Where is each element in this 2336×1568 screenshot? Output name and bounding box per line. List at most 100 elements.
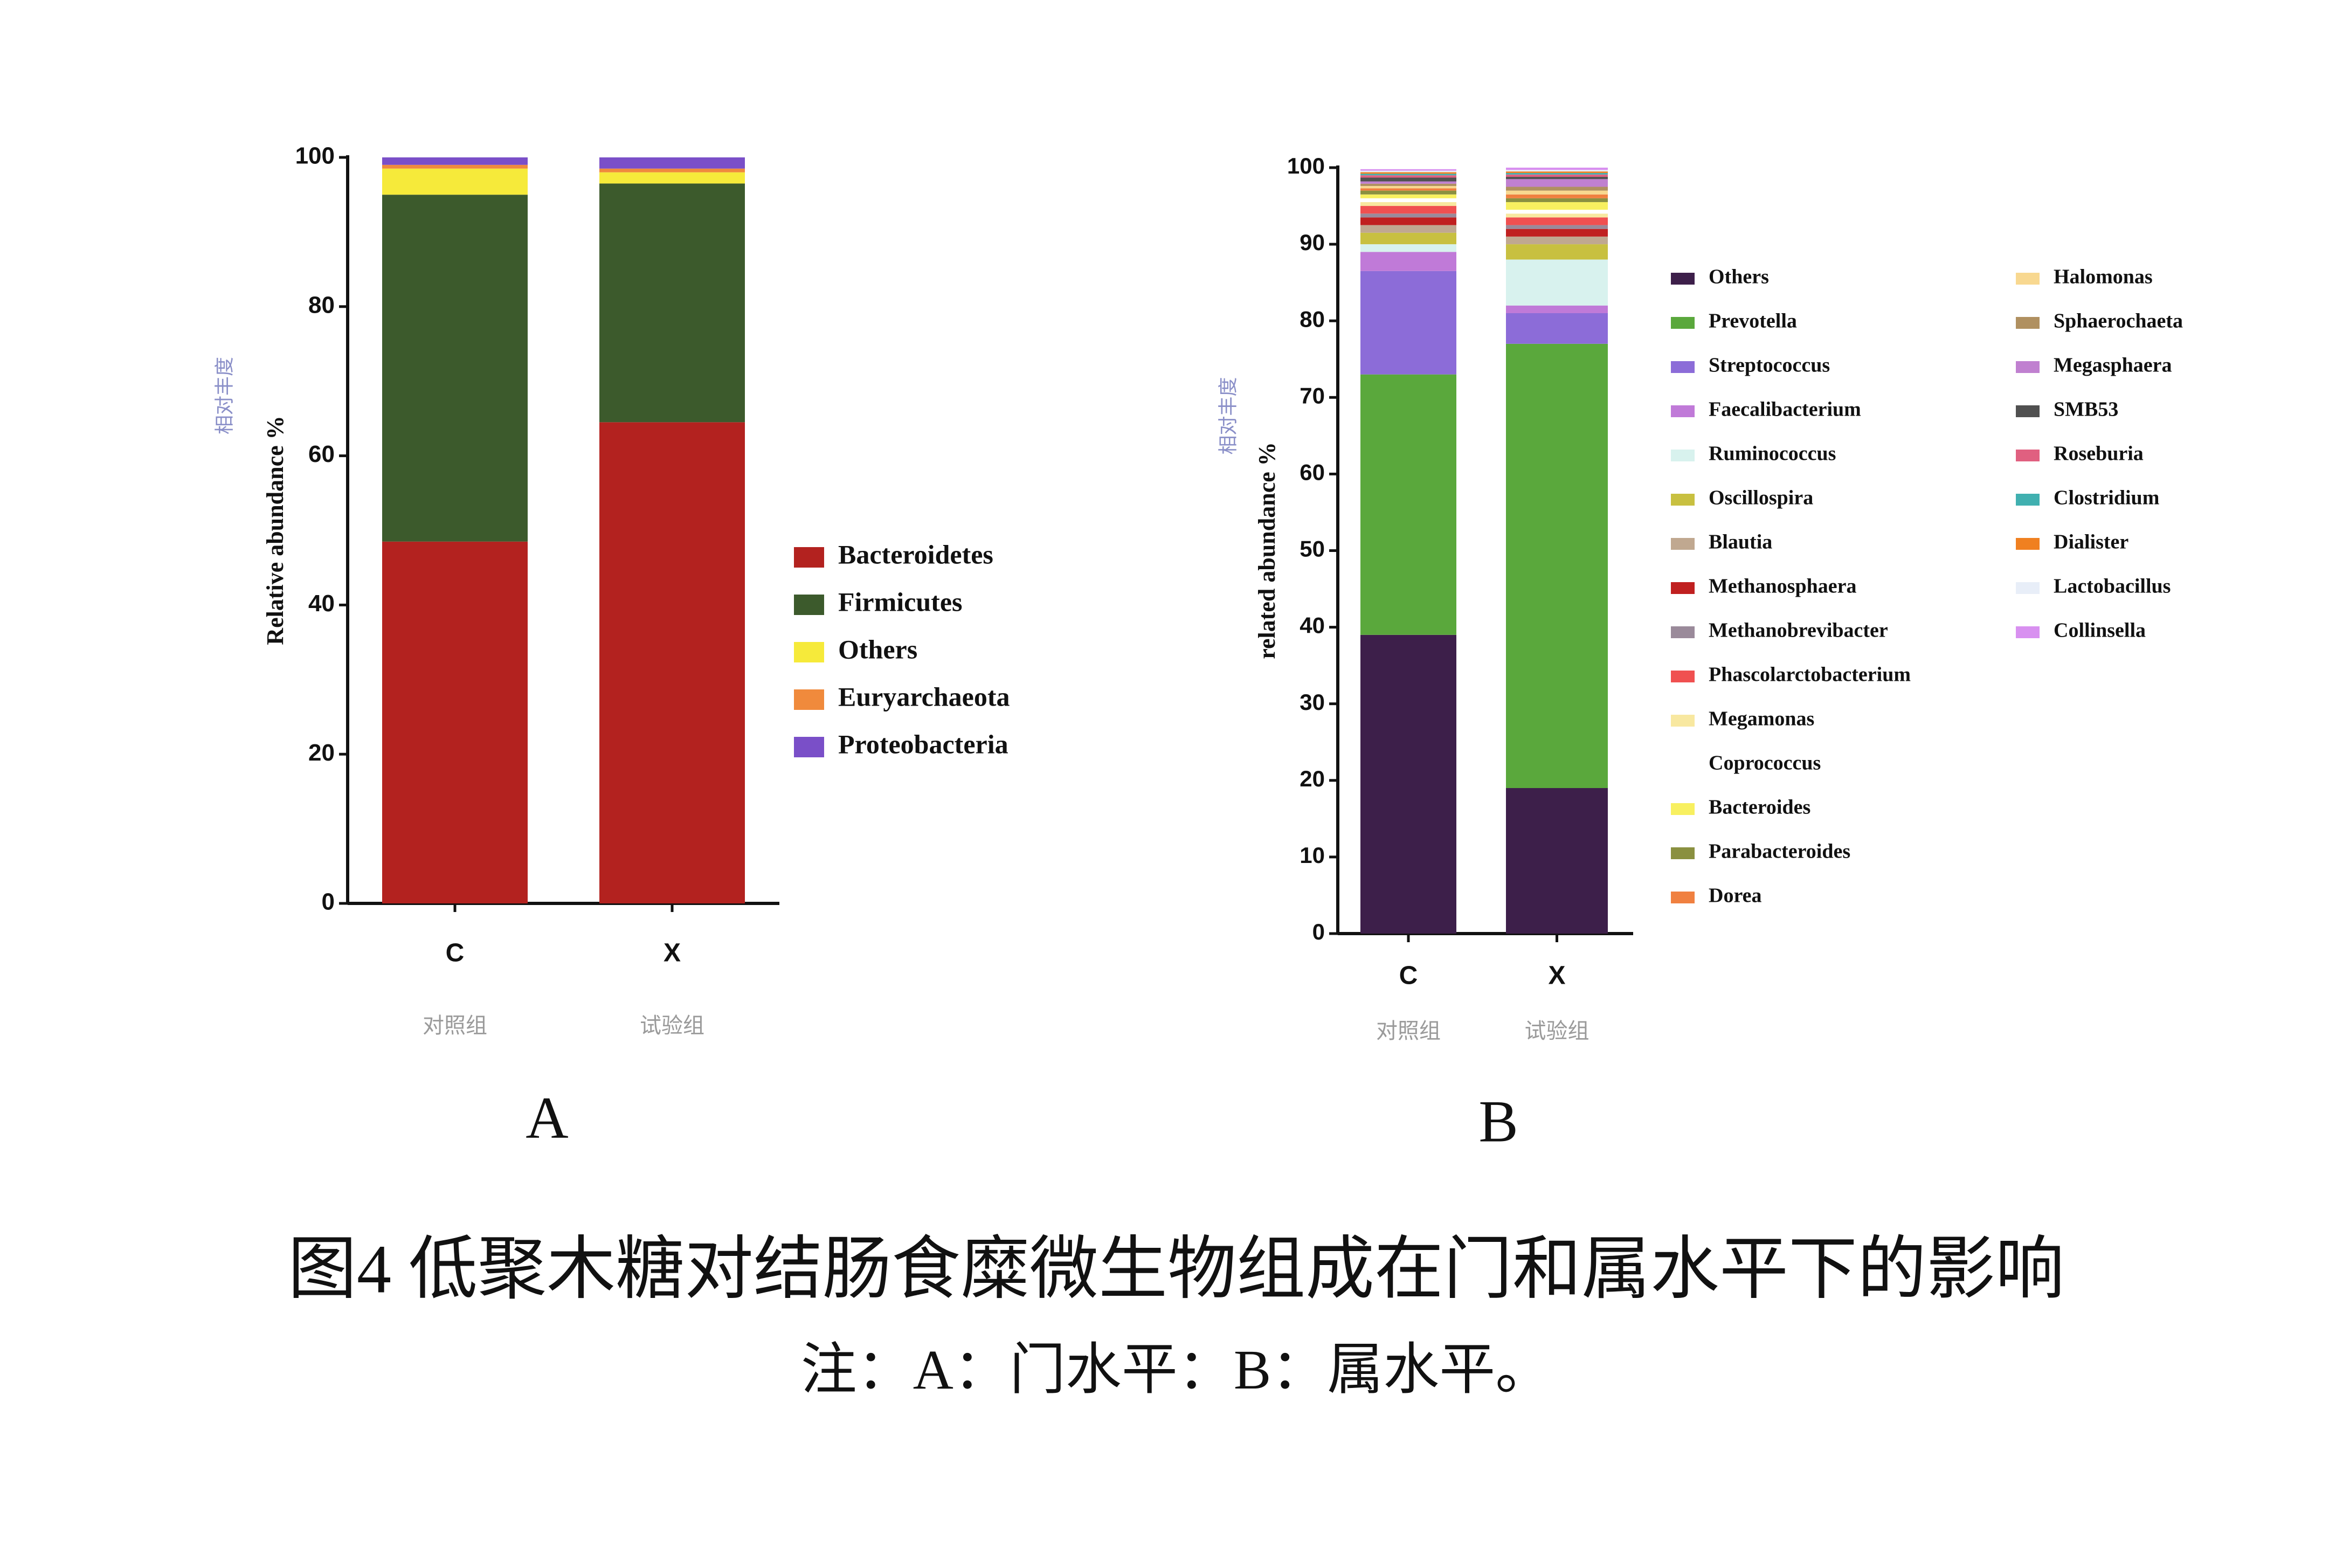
legend-swatch xyxy=(1671,538,1695,550)
bar-segment xyxy=(1360,374,1456,635)
bar-segment xyxy=(1360,181,1456,184)
bar-segment xyxy=(1360,194,1456,198)
legend-swatch xyxy=(1671,626,1695,638)
bar-segment xyxy=(382,195,528,542)
legend-swatch xyxy=(2016,626,2040,638)
legend-label: Coprococcus xyxy=(1709,752,1821,775)
legend-swatch xyxy=(794,595,824,615)
legend-swatch xyxy=(1671,803,1695,815)
x-tick-label: X xyxy=(1548,962,1565,990)
legend-swatch xyxy=(2016,450,2040,461)
y-axis-label: related abundance % xyxy=(1254,442,1280,659)
legend-label: Others xyxy=(838,634,917,664)
legend-swatch xyxy=(2016,317,2040,329)
legend-label: Bacteroidetes xyxy=(838,539,993,569)
bar-segment xyxy=(1360,213,1456,218)
legend-swatch xyxy=(2016,538,2040,550)
legend-label: Collinsella xyxy=(2054,619,2146,642)
bar-segment xyxy=(382,541,528,903)
legend-label: Phascolarctobacterium xyxy=(1709,664,1911,686)
legend-label: Parabacteroides xyxy=(1709,840,1850,863)
bar-segment xyxy=(1506,213,1608,218)
bar-segment xyxy=(1360,172,1456,174)
legend-label: Megamonas xyxy=(1709,708,1814,730)
bar-segment xyxy=(1506,343,1608,789)
x-tick-label: C xyxy=(1399,962,1418,990)
bar-segment xyxy=(1506,172,1608,175)
x-tick-note: 对照组 xyxy=(1376,1019,1441,1043)
legend-swatch xyxy=(1671,450,1695,461)
legend-swatch xyxy=(1671,671,1695,682)
bar-segment xyxy=(1506,168,1608,170)
y-tick-label: 30 xyxy=(1300,689,1325,715)
legend-swatch xyxy=(2016,582,2040,594)
bar-segment xyxy=(1506,170,1608,172)
bar-segment xyxy=(1360,206,1456,214)
y-tick-label: 80 xyxy=(308,292,335,318)
bar-segment xyxy=(1360,252,1456,271)
y-tick-label: 40 xyxy=(1300,613,1325,638)
legend-swatch xyxy=(1671,317,1695,329)
y-tick-label: 100 xyxy=(295,143,335,169)
y-tick-label: 10 xyxy=(1300,842,1325,868)
legend-label: Euryarchaeota xyxy=(838,681,1010,712)
legend-label: Ruminococcus xyxy=(1709,443,1836,465)
bar-segment xyxy=(382,164,528,169)
legend-swatch xyxy=(1671,273,1695,285)
bar-segment xyxy=(1360,183,1456,186)
bar-segment xyxy=(1360,198,1456,202)
figure-note: 注：A：门水平：B：属水平。 xyxy=(801,1339,1551,1401)
bar-segment xyxy=(1360,202,1456,206)
legend-swatch xyxy=(794,642,824,662)
bar-segment xyxy=(1506,202,1608,210)
bar-segment xyxy=(382,157,528,165)
bar-segment xyxy=(1506,313,1608,344)
bar-segment xyxy=(1360,244,1456,252)
legend-swatch xyxy=(794,547,824,568)
legend-label: Megasphaera xyxy=(2054,354,2172,377)
y-tick-label: 0 xyxy=(1312,919,1325,944)
legend-swatch xyxy=(794,689,824,710)
y-tick-label: 60 xyxy=(1300,459,1325,485)
legend-label: Roseburia xyxy=(2054,443,2144,465)
legend-label: Faecalibacterium xyxy=(1709,398,1861,421)
legend-swatch xyxy=(1671,715,1695,727)
legend-label: Lactobacillus xyxy=(2054,575,2171,598)
bar-segment xyxy=(1360,634,1456,934)
x-tick-label: C xyxy=(446,939,465,968)
y-tick-label: 70 xyxy=(1300,383,1325,408)
bar-segment xyxy=(1506,259,1608,306)
bar-segment xyxy=(1360,217,1456,225)
y-tick-label: 90 xyxy=(1300,230,1325,255)
y-axis-label-cn: 相对丰度 xyxy=(1217,377,1239,454)
bar-segment xyxy=(599,168,745,172)
legend-label: Blautia xyxy=(1709,531,1772,554)
legend-label: Firmicutes xyxy=(838,586,962,617)
legend-swatch xyxy=(1671,847,1695,859)
figure-title: 图4 低聚木糖对结肠食糜微生物组成在门和属水平下的影响 xyxy=(288,1231,2064,1307)
bar-segment xyxy=(1360,186,1456,189)
bar-segment xyxy=(1360,271,1456,375)
legend-label: Clostridium xyxy=(2054,487,2159,509)
bar-segment xyxy=(1360,232,1456,245)
panel-label: A xyxy=(526,1085,568,1150)
y-tick-label: 50 xyxy=(1300,536,1325,562)
bar-segment xyxy=(1360,170,1456,172)
legend-label: Proteobacteria xyxy=(838,729,1008,759)
bar-segment xyxy=(1506,198,1608,202)
y-tick-label: 40 xyxy=(308,590,335,617)
legend-swatch xyxy=(2016,405,2040,417)
x-tick-note: 对照组 xyxy=(423,1013,487,1038)
bar-segment xyxy=(1360,177,1456,182)
x-tick-note: 试验组 xyxy=(1525,1019,1589,1043)
bar-segment xyxy=(1506,171,1608,173)
legend-label: Dialister xyxy=(2054,531,2128,554)
legend-label: Methanobrevibacter xyxy=(1709,619,1888,642)
y-tick-label: 60 xyxy=(308,441,335,467)
bar-segment xyxy=(1506,186,1608,191)
y-tick-label: 20 xyxy=(308,740,335,766)
legend-swatch xyxy=(1671,582,1695,594)
legend-label: Bacteroides xyxy=(1709,796,1810,819)
y-tick-label: 100 xyxy=(1287,153,1325,178)
